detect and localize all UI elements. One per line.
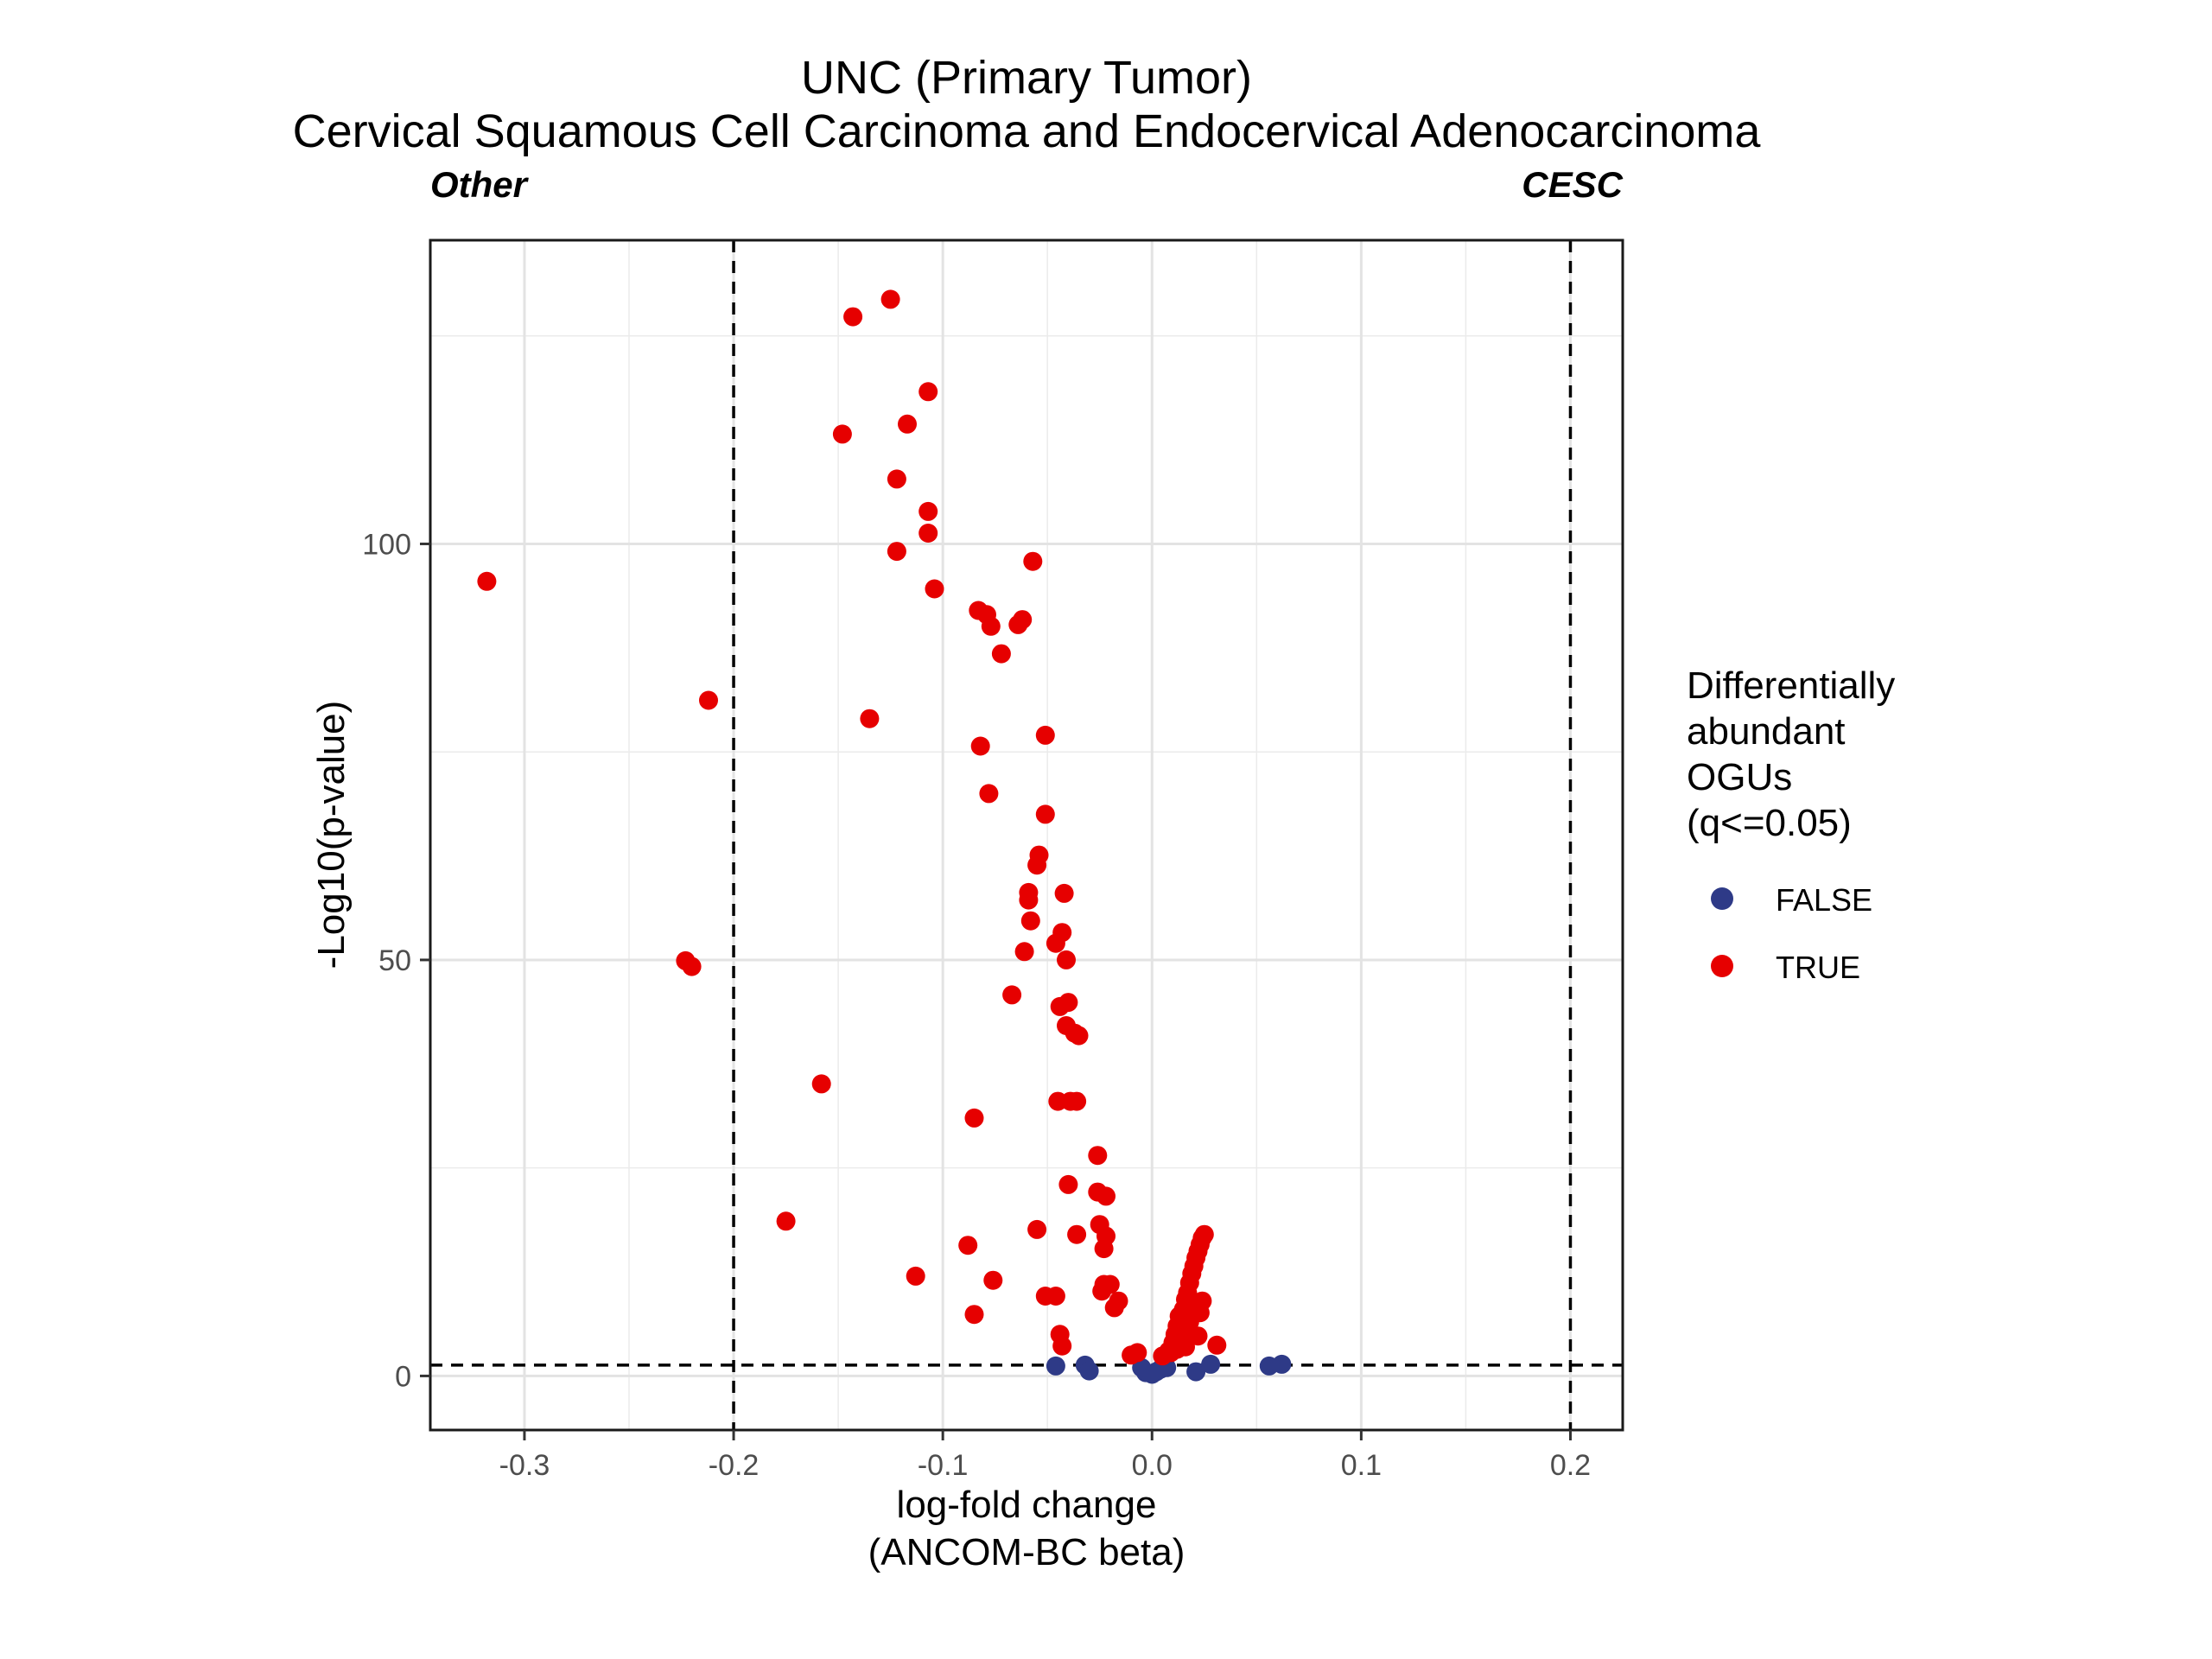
point-true [1194,1224,1214,1244]
point-true [1023,551,1043,571]
x-axis-ticks: -0.3 -0.2 -0.1 0.0 0.1 0.2 [499,1430,1591,1482]
point-true [983,1270,1003,1290]
point-true [1027,1219,1047,1239]
x-tick-label: -0.2 [709,1449,760,1482]
point-true [981,616,1001,636]
point-true [1013,610,1033,630]
point-true [1122,1345,1141,1365]
panel-background [430,240,1623,1430]
panel-border [429,238,1624,1432]
point-true [1161,1343,1181,1363]
chart-subtitle: Cervical Squamous Cell Carcinoma and End… [293,105,1762,157]
y-tick-label: 50 [378,944,411,977]
point-true [1054,883,1074,903]
point-true [1027,855,1047,875]
point-true [1069,1026,1089,1046]
point-true [1094,1239,1114,1259]
point-false [1186,1362,1206,1382]
point-true [918,524,938,543]
point-true [970,736,990,756]
point-true [964,1108,984,1128]
x-axis-title-line1: log-fold change [897,1484,1157,1526]
left-annotation: Other [430,164,530,205]
legend-key-true [1711,955,1733,977]
point-true [1020,911,1040,931]
point-true [843,307,863,327]
legend-title-line3: OGUs [1687,756,1792,798]
point-true [1067,1224,1087,1244]
point-true [1058,1174,1078,1194]
point-true [1002,985,1022,1005]
point-false [1046,1356,1065,1376]
y-tick-label: 0 [395,1360,411,1393]
point-true [776,1211,796,1231]
legend-title-line1: Differentially [1687,664,1895,707]
point-true [1188,1326,1208,1346]
x-tick-label: -0.1 [918,1449,969,1482]
point-true [1067,1091,1087,1111]
legend-label-false: FALSE [1776,882,1872,918]
point-true [906,1266,925,1286]
x-tick-label: 0.2 [1550,1449,1591,1482]
legend-title-line2: abundant [1687,710,1846,753]
point-true [898,414,917,434]
point-true [1088,1146,1108,1166]
chart-title: UNC (Primary Tumor) [801,52,1252,104]
point-true [1019,890,1039,910]
point-true [832,424,852,444]
point-true [918,382,938,402]
x-axis-title-line2: (ANCOM-BC beta) [868,1531,1185,1573]
point-true [682,957,702,976]
point-false [1079,1361,1099,1381]
legend-label-true: TRUE [1776,950,1860,985]
point-true [979,784,999,804]
point-true [699,690,718,710]
y-axis-title: -Log10(p-value) [310,701,353,969]
point-true [880,289,900,309]
x-tick-label: 0.0 [1132,1449,1173,1482]
point-true [860,709,880,728]
point-true [1057,950,1076,969]
point-true [964,1305,984,1325]
point-true [958,1236,978,1255]
point-true [991,644,1011,664]
point-true [925,579,944,599]
point-true [1035,725,1055,745]
point-true [1104,1298,1124,1318]
x-tick-label: 0.1 [1341,1449,1382,1482]
point-true [1176,1337,1195,1357]
point-true [1192,1291,1212,1311]
point-true [477,571,497,591]
legend: Differentially abundant OGUs (q<=0.05) F… [1687,664,1895,985]
plot-panel [429,238,1624,1432]
legend-key-false [1711,887,1733,910]
point-true [918,501,938,521]
x-tick-label: -0.3 [499,1449,550,1482]
point-true [1058,993,1078,1013]
point-true [1035,1287,1055,1306]
y-tick-label: 100 [362,528,411,561]
major-gridlines [430,240,1623,1430]
point-true [1096,1186,1116,1206]
point-false [1201,1354,1221,1374]
point-true [1035,804,1055,824]
point-true [1014,942,1034,962]
reference-lines [430,240,1623,1430]
point-true [811,1074,831,1094]
y-axis-ticks: 0 50 100 [362,528,430,1393]
data-points [477,289,1292,1384]
point-true [1046,933,1065,953]
point-false [1272,1354,1292,1374]
point-true [887,542,906,562]
point-true [1052,1336,1072,1356]
point-true [887,469,906,489]
point-true [1092,1281,1112,1301]
point-true [1207,1335,1227,1355]
legend-title-line4: (q<=0.05) [1687,802,1852,844]
right-annotation: CESC [1522,164,1623,205]
